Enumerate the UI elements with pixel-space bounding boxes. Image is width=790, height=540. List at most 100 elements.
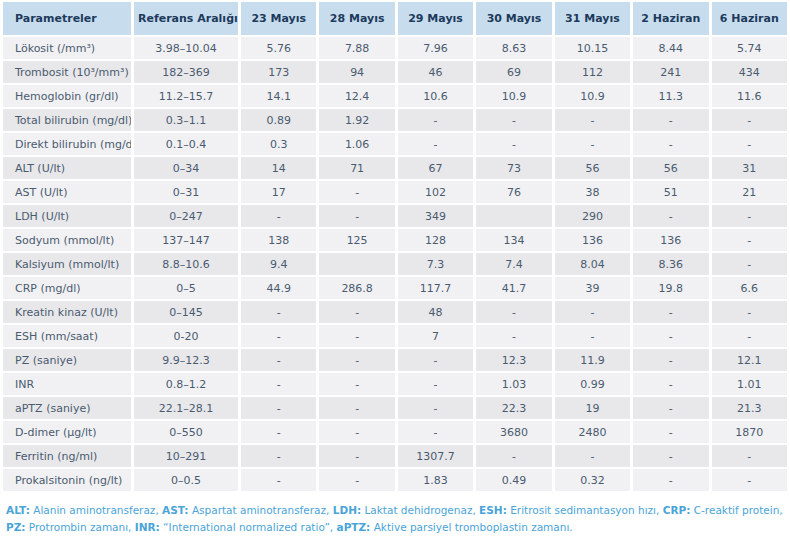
value-cell: 12.1 (712, 349, 787, 371)
value-cell: - (633, 301, 708, 323)
value-cell: 51 (633, 181, 708, 203)
abbreviation-label: aPTZ: (337, 521, 371, 533)
parameter-name: Ferritin (ng/ml) (3, 445, 131, 467)
value-cell: - (633, 205, 708, 227)
value-cell: - (398, 109, 473, 131)
value-cell: 11.6 (712, 85, 787, 107)
parameter-name: PZ (saniye) (3, 349, 131, 371)
value-cell: 0.49 (476, 469, 551, 491)
column-header: Referans Aralığı (134, 2, 238, 35)
reference-range: 0–31 (134, 181, 238, 203)
reference-range: 10–291 (134, 445, 238, 467)
value-cell: 125 (319, 229, 394, 251)
value-cell: - (398, 397, 473, 419)
value-cell: - (555, 301, 630, 323)
column-header: 6 Haziran (712, 2, 787, 35)
parameter-name: Kalsiyum (mmol/lt) (3, 253, 131, 275)
value-cell: - (241, 325, 316, 347)
value-cell: 10.9 (555, 85, 630, 107)
reference-range: 137–147 (134, 229, 238, 251)
parameter-name: Direkt bilirubin (mg/dl) (3, 133, 131, 155)
value-cell: 136 (555, 229, 630, 251)
column-header: 29 Mayıs (398, 2, 473, 35)
column-header: 30 Mayıs (476, 2, 551, 35)
value-cell: - (633, 133, 708, 155)
value-cell: 136 (633, 229, 708, 251)
value-cell: - (319, 445, 394, 467)
value-cell: - (476, 109, 551, 131)
value-cell: 19 (555, 397, 630, 419)
column-header: 23 Mayıs (241, 2, 316, 35)
column-header: 2 Haziran (633, 2, 708, 35)
table-row: D-dimer (µg/lt)0–550---36802480-1870 (3, 421, 787, 443)
value-cell: 1.03 (476, 373, 551, 395)
value-cell: - (241, 349, 316, 371)
table-row: Direkt bilirubin (mg/dl)0.1–0.40.31.06 --… (3, 133, 787, 155)
parameter-name: D-dimer (µg/lt) (3, 421, 131, 443)
table-row: Sodyum (mmol/lt)137–14713812512813413613… (3, 229, 787, 251)
value-cell: 11.3 (633, 85, 708, 107)
value-cell: 7.88 (319, 37, 394, 59)
value-cell: - (712, 253, 787, 275)
value-cell: - (241, 445, 316, 467)
value-cell: - (712, 301, 787, 323)
value-cell: 102 (398, 181, 473, 203)
value-cell: 112 (555, 61, 630, 83)
reference-range: 0.8–1.2 (134, 373, 238, 395)
value-cell: - (319, 181, 394, 203)
column-header: Parametreler (3, 2, 131, 35)
value-cell: 0.3 (241, 133, 316, 155)
value-cell: - (241, 301, 316, 323)
value-cell: 22.3 (476, 397, 551, 419)
value-cell: 138 (241, 229, 316, 251)
reference-range: 0–34 (134, 157, 238, 179)
value-cell: - (633, 445, 708, 467)
table-header: ParametrelerReferans Aralığı23 Mayıs28 M… (3, 2, 787, 35)
table-row: Total bilirubin (mg/dl)0.3–1.10.891.92--… (3, 109, 787, 131)
value-cell: - (555, 109, 630, 131)
value-cell: 7.96 (398, 37, 473, 59)
value-cell: - (241, 373, 316, 395)
value-cell: - (555, 133, 630, 155)
parameter-name: AST (U/lt) (3, 181, 131, 203)
value-cell: - (398, 421, 473, 443)
value-cell: 14 (241, 157, 316, 179)
reference-range: 0.1–0.4 (134, 133, 238, 155)
value-cell: - (241, 205, 316, 227)
table-row: Trombosit (10³/mm³)182–36917394466911224… (3, 61, 787, 83)
value-cell: 1.06 (319, 133, 394, 155)
table-row: ALT (U/lt)0–3414716773565631 (3, 157, 787, 179)
value-cell: 434 (712, 61, 787, 83)
value-cell: 8.44 (633, 37, 708, 59)
reference-range: 9.9–12.3 (134, 349, 238, 371)
header-row: ParametrelerReferans Aralığı23 Mayıs28 M… (3, 2, 787, 35)
parameter-name: Lökosit (/mm³) (3, 37, 131, 59)
reference-range: 8.8–10.6 (134, 253, 238, 275)
value-cell: 56 (555, 157, 630, 179)
parameter-name: LDH (U/lt) (3, 205, 131, 227)
value-cell: 31 (712, 157, 787, 179)
value-cell: 7 (398, 325, 473, 347)
abbreviation-label: CRP: (663, 504, 691, 516)
value-cell: 6.6 (712, 277, 787, 299)
value-cell: - (633, 325, 708, 347)
value-cell: 1.01 (712, 373, 787, 395)
reference-range: 0–247 (134, 205, 238, 227)
reference-range: 0–5 (134, 277, 238, 299)
column-header: 28 Mayıs (319, 2, 394, 35)
value-cell: 1.92 (319, 109, 394, 131)
table-row: ESH (mm/saat)0-20--7---- (3, 325, 787, 347)
value-cell: 12.4 (319, 85, 394, 107)
value-cell: 39 (555, 277, 630, 299)
value-cell: - (633, 349, 708, 371)
value-cell: 21.3 (712, 397, 787, 419)
value-cell: 134 (476, 229, 551, 251)
value-cell: - (319, 349, 394, 371)
value-cell: - (398, 373, 473, 395)
value-cell: 44.9 (241, 277, 316, 299)
value-cell: 5.76 (241, 37, 316, 59)
value-cell: 12.3 (476, 349, 551, 371)
table-row: Ferritin (ng/ml)10–291--1307.7---- (3, 445, 787, 467)
value-cell: 0.32 (555, 469, 630, 491)
parameter-name: aPTZ (saniye) (3, 397, 131, 419)
